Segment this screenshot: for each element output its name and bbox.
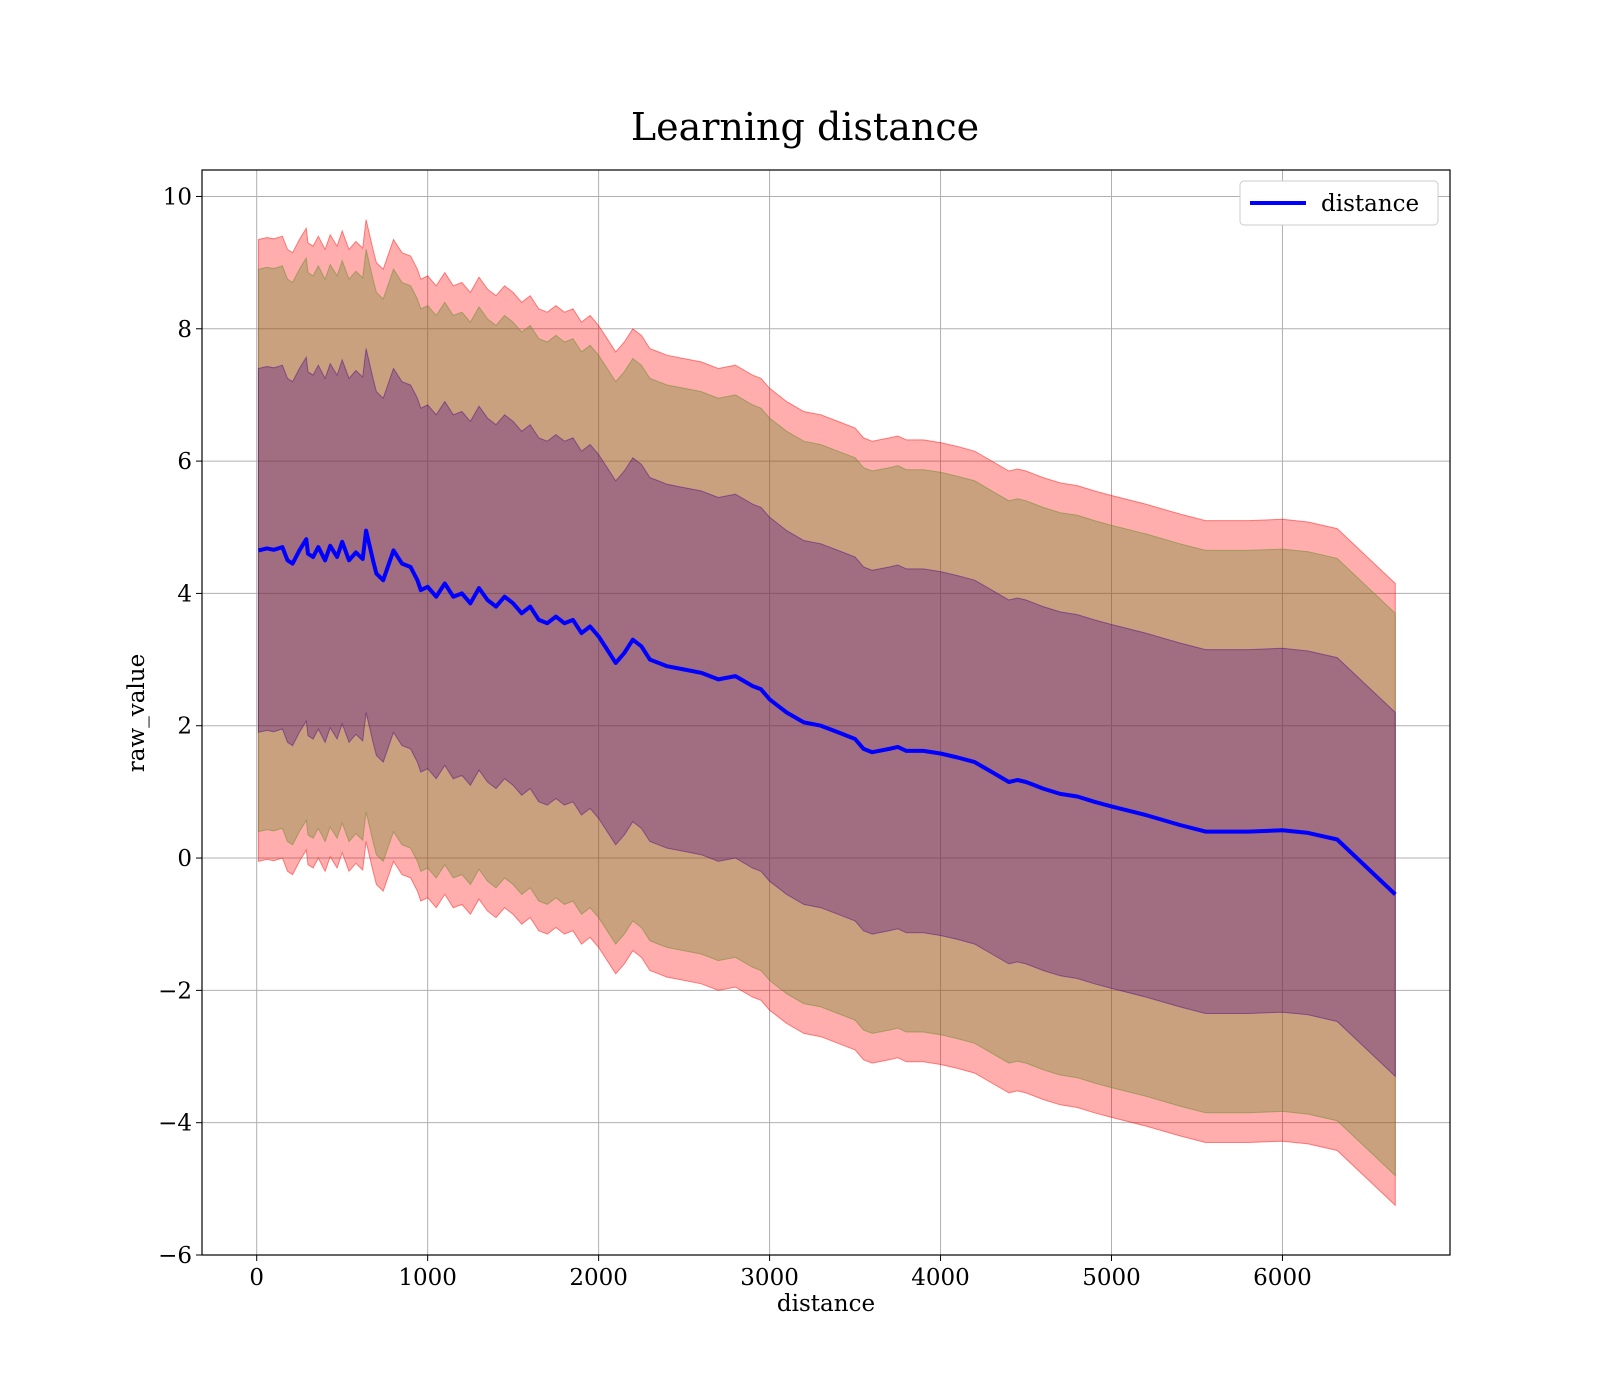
series-line-0 xyxy=(257,528,1397,896)
y-tick-label-0: −6 xyxy=(158,1243,192,1269)
y-tick-label-1: −4 xyxy=(158,1111,192,1137)
band-2 xyxy=(257,348,1396,1078)
legend-label: distance xyxy=(1321,191,1419,217)
series-lines xyxy=(257,528,1397,896)
y-tick-label-4: 2 xyxy=(177,714,192,740)
legend: distance xyxy=(1239,180,1439,226)
x-tick-label-3: 3000 xyxy=(740,1265,799,1291)
x-tick-label-5: 5000 xyxy=(1082,1265,1141,1291)
plot-frame xyxy=(201,169,1451,1256)
y-tick-label-6: 6 xyxy=(177,449,192,475)
y-tick-label-2: −2 xyxy=(158,978,192,1004)
x-tick-label-2: 2000 xyxy=(569,1265,628,1291)
y-tick-label-3: 0 xyxy=(177,846,192,872)
x-tick-label-4: 4000 xyxy=(911,1265,970,1291)
x-tick-label-6: 6000 xyxy=(1253,1265,1312,1291)
x-tick-label-0: 0 xyxy=(249,1265,264,1291)
confidence-bands xyxy=(257,219,1396,1207)
x-axis-label: distance xyxy=(777,1291,875,1317)
y-axis-label: raw_value xyxy=(124,654,150,772)
x-tick-label-1: 1000 xyxy=(398,1265,457,1291)
x-axis-ticks: 0 1000 2000 3000 4000 5000 6000 xyxy=(249,1255,1312,1291)
band-0 xyxy=(257,219,1396,1207)
y-axis-ticks: −6 −4 −2 0 2 4 6 8 10 xyxy=(158,184,202,1269)
y-tick-label-5: 4 xyxy=(177,581,192,607)
grid-lines xyxy=(202,170,1450,1256)
legend-box xyxy=(1239,180,1439,226)
band-1 xyxy=(257,249,1396,1177)
y-tick-label-7: 8 xyxy=(177,317,192,343)
chart-title: Learning distance xyxy=(631,105,979,149)
y-tick-label-8: 10 xyxy=(163,184,192,210)
